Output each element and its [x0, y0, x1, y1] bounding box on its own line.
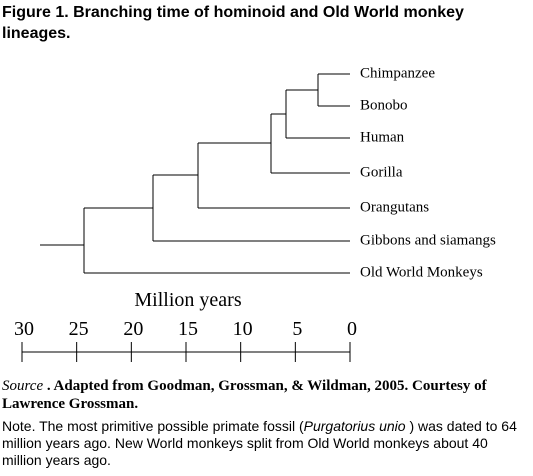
- species: Purgatorius unio: [303, 418, 406, 434]
- leaf-label: Gibbons and siamangs: [360, 232, 496, 248]
- axis-label: Million years: [134, 289, 241, 311]
- leaf-label: Chimpanzee: [360, 65, 435, 81]
- tick-label: 25: [69, 318, 89, 340]
- tree-diagram: Million years Chimpanzee Bonobo Human Goril…: [14, 65, 496, 362]
- branches: [40, 73, 350, 274]
- note-text: ) was dated to 64 million years ago. New…: [2, 418, 517, 468]
- leaf-label: Bonobo: [360, 97, 408, 113]
- source: Source . Adapted from Goodman, Grossman,…: [2, 377, 522, 413]
- source-label: Source: [2, 378, 44, 394]
- tick-label: 15: [178, 318, 198, 340]
- source-text: . Adapted from Goodman, Grossman, & Wild…: [2, 378, 487, 412]
- leaf-label: Gorilla: [360, 164, 403, 180]
- tick-label: 20: [123, 318, 143, 340]
- tick-label: 10: [233, 318, 253, 340]
- tick-label: 5: [292, 318, 302, 340]
- leaf-label: Old World Monkeys: [360, 264, 483, 280]
- leaf-label: Human: [360, 129, 405, 145]
- tick-label: 30: [14, 318, 34, 340]
- note-text: Note. The most primitive possible primat…: [2, 418, 304, 434]
- leaf-label: Orangutans: [360, 199, 429, 215]
- figure-title: Figure 1. Branching time of hominoid and…: [2, 4, 464, 42]
- note: Note. The most primitive possible primat…: [2, 418, 527, 469]
- tick-label: 0: [347, 318, 357, 340]
